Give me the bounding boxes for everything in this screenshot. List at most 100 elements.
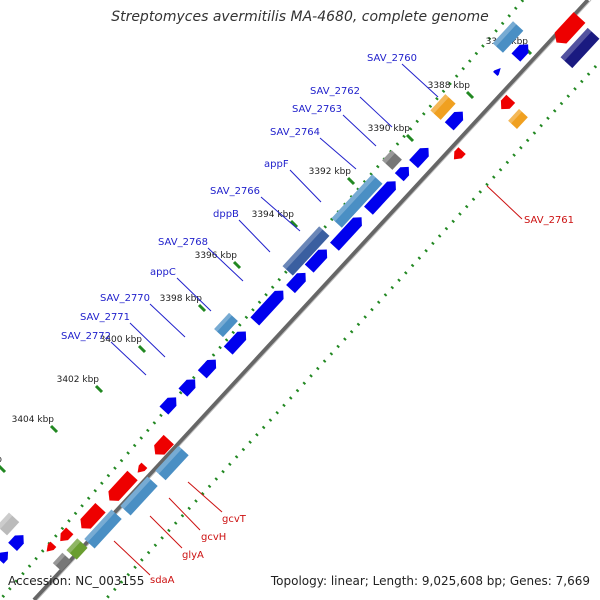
tick-label: 3394 kbp: [252, 210, 295, 220]
feature-blue-20: [159, 397, 177, 415]
leader-line: [207, 247, 244, 282]
feature-small-3: [493, 68, 501, 76]
gene-label-gcvt[interactable]: gcvT: [187, 481, 247, 525]
feature-gray-6: [382, 150, 402, 170]
gene-label-text[interactable]: SAV_2772: [61, 331, 111, 342]
feature-blue-33: [8, 535, 24, 551]
gene-label-text[interactable]: SAV_2762: [310, 86, 360, 97]
tick-3388: 3388 kbp: [428, 81, 475, 100]
gene-label-sav_2764[interactable]: SAV_2764: [270, 127, 357, 170]
feature-blue-9: [394, 166, 410, 182]
topology-text: Topology: linear; Length: 9,025,608 bp; …: [270, 574, 590, 588]
map-title: Streptomyces avermitilis MA-4680, comple…: [111, 9, 489, 25]
feature-steel-16: [214, 312, 238, 338]
feature-blue-17: [223, 331, 247, 355]
feature-blue-10: [364, 181, 396, 215]
gene-label-text[interactable]: appC: [150, 267, 176, 278]
tick-3398: 3398 kbp: [160, 294, 207, 313]
feature-orange-4: [430, 94, 456, 120]
tick-3406: 3406 kbp: [0, 455, 7, 474]
gene-label-text[interactable]: SAV_2760: [367, 53, 417, 64]
leader-line: [342, 114, 377, 147]
feature-steel-25: [120, 476, 158, 516]
gene-label-text[interactable]: SAV_2764: [270, 127, 320, 138]
accession-text: Accession: NC_003155: [8, 574, 145, 588]
gene-label-sav_2762[interactable]: SAV_2762: [310, 86, 393, 128]
leader-line: [187, 481, 223, 513]
tick-label: 3392 kbp: [309, 167, 352, 177]
gene-label-text[interactable]: SAV_2766: [210, 186, 260, 197]
feature-dark-11: [282, 226, 330, 276]
gene-label-sav_2772[interactable]: SAV_2772: [61, 331, 147, 376]
feature-green-30: [66, 538, 88, 560]
gene-label-text[interactable]: SAV_2768: [158, 237, 208, 248]
feature-red-37: [500, 94, 516, 110]
gene-label-sav_2768[interactable]: SAV_2768: [158, 237, 244, 282]
gene-label-text[interactable]: gcvT: [222, 514, 247, 525]
tick-label: 3404 kbp: [12, 415, 55, 425]
gene-label-text[interactable]: dppB: [213, 209, 239, 220]
feature-red-24: [108, 470, 138, 501]
tick-3404: 3404 kbp: [12, 415, 59, 434]
gene-label-sav_2771[interactable]: SAV_2771: [80, 312, 166, 358]
feature-red-28: [60, 527, 74, 542]
tick-3390: 3390 kbp: [368, 124, 415, 143]
leader-line: [319, 137, 357, 170]
gene-label-text[interactable]: SAV_2763: [292, 104, 342, 115]
leader-line: [149, 515, 183, 549]
tick-label: 3402 kbp: [57, 375, 100, 385]
gene-label-text[interactable]: SAV_2761: [524, 215, 574, 226]
gene-label-text[interactable]: appF: [264, 159, 289, 170]
gene-label-text[interactable]: gcvH: [201, 532, 226, 543]
feature-blue-15: [250, 290, 284, 326]
tick-label: 3406 kbp: [0, 455, 2, 465]
feature-steel-22: [155, 445, 189, 481]
tick-3396: 3396 kbp: [195, 251, 242, 270]
gene-label-sdaa[interactable]: sdaA: [113, 540, 175, 586]
gene-label-sav_2770[interactable]: SAV_2770: [100, 293, 186, 338]
feature-blue-13: [304, 249, 328, 273]
gene-label-text[interactable]: glyA: [182, 550, 204, 561]
gene-label-appc[interactable]: appC: [150, 267, 212, 312]
feature-blue-5: [444, 111, 464, 131]
gene-label-dppb[interactable]: dppB: [213, 209, 271, 253]
gene-label-text[interactable]: SAV_2771: [80, 312, 130, 323]
feature-navy-36: [560, 27, 600, 69]
leader-line: [129, 322, 166, 358]
feature-red-29: [46, 541, 57, 552]
leader-line: [260, 196, 301, 232]
feature-red-39: [453, 147, 466, 160]
tick-3400: 3400 kbp: [100, 335, 147, 354]
tick-label: 3398 kbp: [160, 294, 203, 304]
feature-steel-1: [492, 21, 524, 53]
gene-label-gcvh[interactable]: gcvH: [168, 497, 226, 543]
gene-features: [0, 12, 600, 572]
gene-label-sav_2766[interactable]: SAV_2766: [210, 186, 301, 232]
gene-labels: SAV_2760 SAV_2761 SAV_2762 SAV_2763 SAV_2764…: [61, 53, 574, 586]
feature-blue-18: [197, 359, 217, 379]
feature-blue-12: [330, 217, 362, 251]
gene-label-sav_2761[interactable]: SAV_2761: [486, 185, 574, 226]
feature-steel-8: [331, 174, 383, 228]
leader-line: [238, 219, 271, 253]
feature-blue-34: [0, 551, 9, 564]
feature-red-26: [80, 502, 106, 529]
leader-line: [149, 303, 186, 338]
gene-label-text[interactable]: sdaA: [150, 575, 175, 586]
feature-blue-14: [286, 272, 306, 294]
feature-red-21: [154, 434, 174, 455]
gene-label-sav_2763[interactable]: SAV_2763: [292, 104, 377, 147]
feature-orange-38: [508, 109, 528, 129]
feature-lightgray-32: [0, 512, 20, 536]
gene-label-glya[interactable]: glyA: [149, 515, 204, 561]
guide-dotted-inner: [103, 64, 598, 600]
leader-line: [168, 497, 201, 531]
gene-label-sav_2760[interactable]: SAV_2760: [367, 53, 439, 98]
gene-label-appf[interactable]: appF: [264, 159, 322, 203]
leader-line: [401, 63, 439, 98]
leader-line: [289, 169, 322, 203]
tick-3402: 3402 kbp: [57, 375, 104, 394]
gene-label-text[interactable]: SAV_2770: [100, 293, 150, 304]
